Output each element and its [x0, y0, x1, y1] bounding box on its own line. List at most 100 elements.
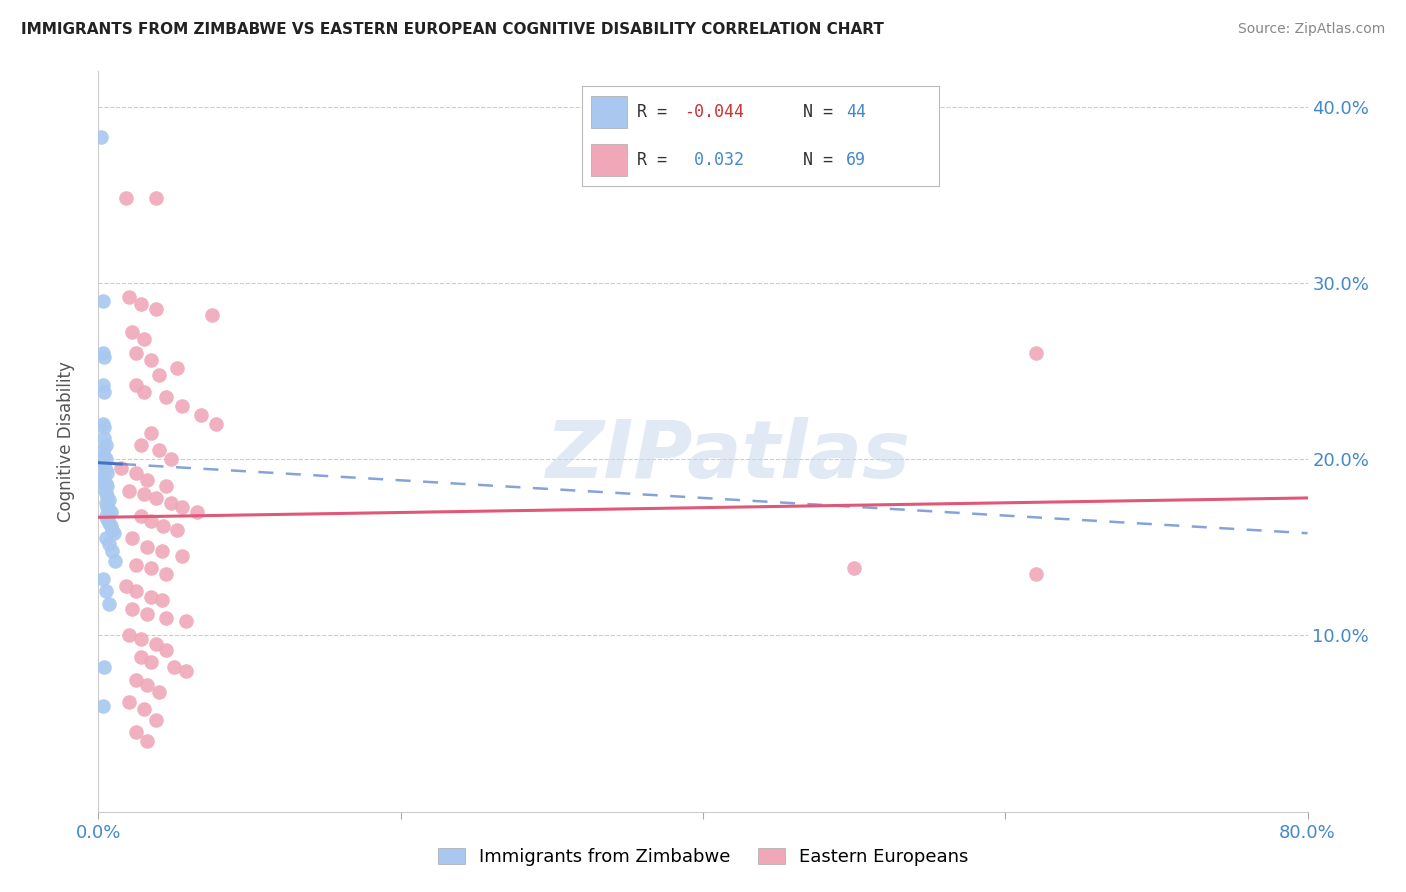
Point — [91, 346, 114, 360]
Point — [96, 500, 118, 514]
Point — [1357, 632, 1379, 646]
Point — [91, 456, 114, 470]
Point — [93, 350, 115, 364]
Point — [135, 473, 157, 487]
Point — [121, 325, 143, 339]
Point — [94, 463, 117, 477]
Point — [155, 478, 177, 492]
Point — [103, 526, 125, 541]
Point — [145, 637, 167, 651]
Point — [844, 561, 866, 575]
Point — [91, 698, 114, 713]
Point — [98, 516, 121, 530]
Point — [152, 519, 174, 533]
Point — [118, 695, 141, 709]
Point — [114, 579, 136, 593]
Point — [110, 461, 132, 475]
Point — [135, 678, 157, 692]
Point — [94, 476, 117, 491]
Point — [93, 660, 115, 674]
Point — [94, 485, 117, 500]
Point — [190, 408, 212, 422]
Point — [155, 611, 177, 625]
Point — [160, 496, 183, 510]
Point — [205, 417, 228, 431]
Point — [174, 664, 197, 678]
Point — [125, 378, 148, 392]
Point — [166, 523, 188, 537]
Point — [98, 597, 121, 611]
Point — [141, 590, 163, 604]
Point — [96, 467, 118, 481]
Point — [141, 353, 163, 368]
Text: IMMIGRANTS FROM ZIMBABWE VS EASTERN EUROPEAN COGNITIVE DISABILITY CORRELATION CH: IMMIGRANTS FROM ZIMBABWE VS EASTERN EURO… — [21, 22, 884, 37]
Point — [94, 496, 117, 510]
Point — [166, 360, 188, 375]
Point — [1024, 346, 1046, 360]
Point — [91, 378, 114, 392]
Point — [94, 508, 117, 523]
Point — [135, 734, 157, 748]
Point — [129, 438, 152, 452]
Point — [91, 443, 114, 458]
Point — [98, 503, 121, 517]
Point — [148, 443, 170, 458]
Point — [155, 391, 177, 405]
Point — [118, 628, 141, 642]
Point — [145, 491, 167, 505]
Point — [145, 191, 167, 205]
Point — [91, 293, 114, 308]
Point — [93, 473, 115, 487]
Point — [129, 632, 152, 646]
Point — [91, 470, 114, 484]
Point — [170, 500, 193, 514]
Point — [118, 483, 141, 498]
Point — [93, 385, 115, 400]
Point — [1024, 566, 1046, 581]
Point — [125, 673, 148, 687]
Point — [91, 572, 114, 586]
Point — [101, 523, 124, 537]
Point — [132, 332, 155, 346]
Point — [155, 566, 177, 581]
Point — [148, 685, 170, 699]
Point — [129, 508, 152, 523]
Point — [125, 346, 148, 360]
Point — [129, 649, 152, 664]
Point — [98, 492, 121, 507]
Point — [91, 417, 114, 431]
Point — [100, 519, 122, 533]
Point — [94, 452, 117, 467]
Point — [94, 438, 117, 452]
Point — [132, 487, 155, 501]
Text: ZIPatlas: ZIPatlas — [544, 417, 910, 495]
Point — [170, 549, 193, 563]
Point — [121, 532, 143, 546]
Point — [174, 615, 197, 629]
Point — [93, 482, 115, 496]
Point — [141, 561, 163, 575]
Point — [141, 655, 163, 669]
Point — [155, 642, 177, 657]
Point — [100, 505, 122, 519]
Point — [132, 385, 155, 400]
Point — [121, 602, 143, 616]
Point — [160, 452, 183, 467]
Point — [101, 544, 124, 558]
Point — [90, 129, 112, 144]
Y-axis label: Cognitive Disability: Cognitive Disability — [56, 361, 75, 522]
Point — [104, 554, 127, 568]
Point — [114, 191, 136, 205]
Point — [125, 725, 148, 739]
Legend: Immigrants from Zimbabwe, Eastern Europeans: Immigrants from Zimbabwe, Eastern Europe… — [430, 840, 976, 873]
Point — [150, 544, 173, 558]
Point — [132, 702, 155, 716]
Point — [129, 297, 152, 311]
Point — [135, 541, 157, 555]
Point — [141, 514, 163, 528]
Point — [135, 607, 157, 622]
Point — [201, 308, 224, 322]
Point — [148, 368, 170, 382]
Point — [94, 584, 117, 599]
Point — [170, 399, 193, 413]
